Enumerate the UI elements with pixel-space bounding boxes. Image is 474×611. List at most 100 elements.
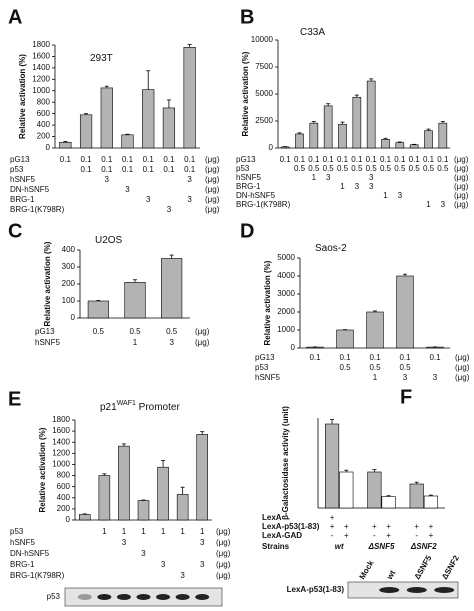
row-cell: 1 (141, 527, 146, 536)
row-cell: 3 (167, 205, 172, 214)
row-cell: 0.5 (369, 363, 381, 372)
row-label: pG13 (236, 155, 256, 164)
row-cell: - (415, 531, 418, 540)
bar (161, 258, 183, 319)
row-label: hSNF5 (255, 373, 280, 382)
title-rest: Promoter (136, 402, 181, 413)
panel-letter: E (8, 388, 21, 410)
row-unit: (μg) (195, 338, 210, 347)
row-cell: 0.5 (339, 363, 351, 372)
row-cell: 0.1 (437, 155, 449, 164)
row-cell: 1 (340, 182, 345, 191)
row-cell: 1 (200, 527, 205, 536)
row-label: hSNF5 (236, 173, 261, 182)
panel-letter: F (400, 386, 412, 408)
y-tick-label: 2000 (277, 307, 295, 316)
bar (157, 466, 169, 521)
y-tick-label: 3000 (277, 289, 295, 298)
bar (395, 142, 405, 149)
row-cell: 1 (312, 173, 317, 182)
row-unit: (μg) (205, 205, 220, 214)
blot (347, 581, 459, 599)
row-label: hSNF5 (10, 538, 35, 547)
row-cell: 0.1 (122, 155, 134, 164)
row-cell: + (414, 522, 419, 531)
bar (409, 483, 424, 509)
row-cell: 0.1 (308, 155, 320, 164)
title-text: 293T (90, 53, 113, 64)
row-unit: (μg) (454, 155, 469, 164)
row-cell: 3 (433, 373, 438, 382)
row-cell: 3 (441, 200, 446, 209)
y-tick-label: 600 (37, 109, 51, 118)
row-unit: (μg) (454, 173, 469, 182)
title-sup: WAF1 (117, 400, 136, 407)
y-tick-label: 200 (37, 132, 51, 141)
row-label: BRG-1(K798R) (10, 571, 65, 580)
title-text: U2OS (95, 235, 123, 246)
bar (79, 114, 93, 149)
bar (367, 471, 382, 509)
row-label: pG13 (255, 353, 275, 362)
y-tick-label: 1600 (52, 426, 70, 435)
row-unit: (μg) (205, 165, 220, 174)
row-cell: 0.1 (369, 353, 381, 362)
row-cell: 0.5 (308, 164, 320, 173)
row-cell: 3 (355, 182, 360, 191)
y-axis-label: Relative activation (%) (43, 241, 52, 326)
bar (124, 281, 146, 319)
row-cell: 3 (180, 571, 185, 580)
row-cell: + (344, 522, 349, 531)
y-tick-label: 0 (71, 313, 76, 322)
row-cell: 0.1 (366, 155, 378, 164)
row-cell: 0.5 (423, 164, 435, 173)
row-label: p53 (10, 527, 24, 536)
bar (338, 123, 347, 149)
title-text: p21 (100, 402, 117, 413)
row-label: DN-hSNF5 (10, 185, 50, 194)
strain-label: ΔSNF2 (410, 542, 437, 551)
row-cell: 0.1 (163, 165, 175, 174)
panel-title: U2OS (95, 235, 123, 246)
row-cell: 3 (187, 175, 192, 184)
blot-band (116, 594, 131, 600)
lane-label: ΔSNF2 (440, 553, 461, 581)
row-cell: 0.1 (81, 155, 93, 164)
blot-band (175, 594, 190, 600)
row-label: BRG-1 (10, 195, 35, 204)
row-cell: 3 (161, 560, 166, 569)
y-axis-label: Relative activation (%) (263, 260, 272, 345)
row-cell: 0.1 (323, 155, 335, 164)
row-cell: 3 (200, 560, 205, 569)
row-cell: 0.1 (101, 165, 113, 174)
title-text: C33A (300, 27, 325, 38)
row-cell: 0.5 (437, 164, 449, 173)
row-label: p53 (236, 164, 250, 173)
row-label: pG13 (10, 155, 30, 164)
bar (176, 494, 189, 521)
row-label: BRG-1 (10, 560, 35, 569)
row-cell: 0.1 (423, 155, 435, 164)
y-tick-label: 4000 (277, 271, 295, 280)
y-tick-label: 1200 (32, 74, 50, 83)
y-tick-label: 600 (57, 482, 71, 491)
row-cell: 0.1 (339, 353, 351, 362)
y-tick-label: 0 (66, 515, 71, 524)
bar (162, 107, 176, 149)
y-tick-label: 200 (62, 279, 76, 288)
lane-label: wt (385, 569, 398, 582)
y-tick-label: 400 (62, 245, 76, 254)
row-cell: 0.1 (380, 155, 392, 164)
y-tick-label: 1400 (52, 437, 70, 446)
y-tick-label: 1600 (32, 52, 50, 61)
row-cell: 0.5 (399, 363, 411, 372)
row-label: p53 (255, 363, 269, 372)
bar (381, 139, 390, 149)
row-cell: 3 (146, 195, 151, 204)
row-unit: (μg) (454, 191, 469, 200)
y-tick-label: 1400 (32, 63, 50, 72)
row-unit: (μg) (205, 185, 220, 194)
row-cell: 0.1 (294, 155, 306, 164)
row-unit: (μg) (195, 327, 210, 336)
y-tick-label: 800 (57, 471, 71, 480)
